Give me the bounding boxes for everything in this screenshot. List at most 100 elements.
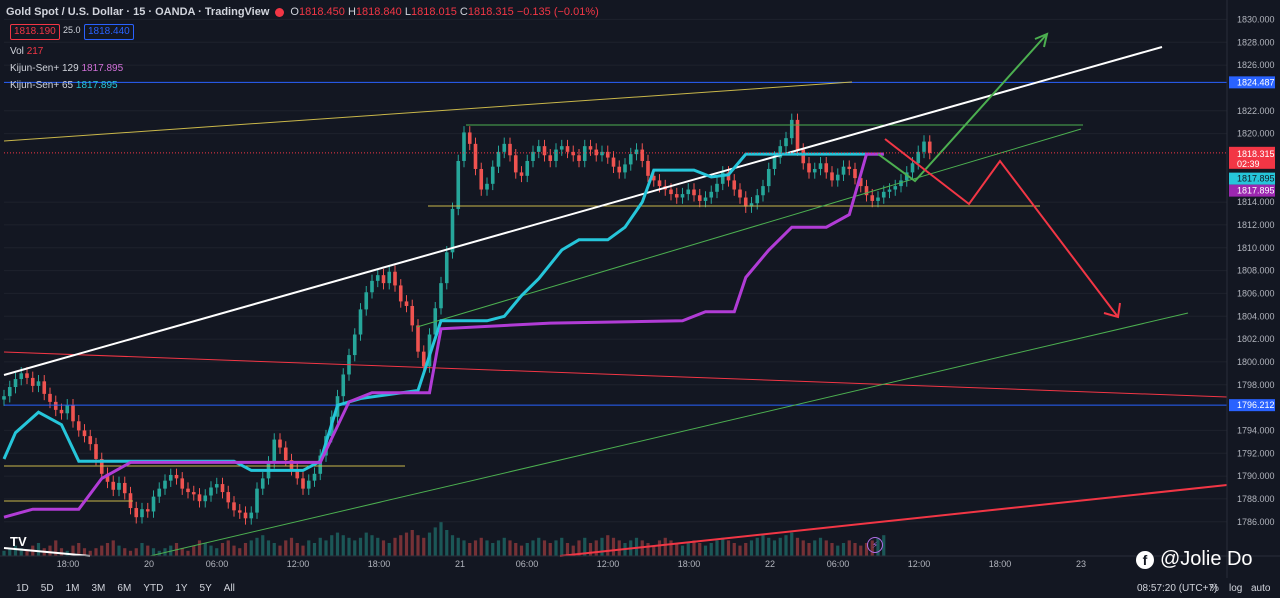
volume-bar <box>140 543 144 556</box>
chart-header: Gold Spot / U.S. Dollar · 15 · OANDA · T… <box>6 6 599 18</box>
range-button-5y[interactable]: 5Y <box>199 583 212 594</box>
range-button-all[interactable]: All <box>223 583 235 594</box>
white-base-line <box>3 547 91 557</box>
red-arrowhead <box>1103 302 1121 319</box>
time-tick-label: 12:00 <box>287 559 310 569</box>
price-axis: 1830.000 1828.000 1826.000 1822.000 1820.000… <box>1226 0 1275 578</box>
candle <box>145 509 150 512</box>
volume-bar <box>864 543 869 556</box>
candle <box>71 405 75 422</box>
volume-bar <box>468 543 472 556</box>
green-arrowhead <box>1034 32 1049 48</box>
kijun-fast-label: 1817.895 <box>1237 174 1275 184</box>
volume-bar <box>151 548 156 556</box>
candle <box>295 469 300 479</box>
candle <box>646 160 650 176</box>
price-tick-label: 1822.000 <box>1237 106 1275 116</box>
range-button-6m[interactable]: 6M <box>117 583 132 594</box>
candle <box>692 189 696 196</box>
volume-bar <box>738 545 742 556</box>
volume-bar <box>519 545 524 556</box>
candle <box>306 480 311 489</box>
percent-toggle[interactable]: % <box>1210 583 1219 594</box>
volume-bar <box>312 543 317 556</box>
candle <box>94 444 98 459</box>
range-button-5d[interactable]: 5D <box>40 583 54 594</box>
candle <box>456 160 461 209</box>
candle <box>278 439 282 448</box>
candle <box>105 473 110 482</box>
tradingview-logo-icon: TV <box>10 534 27 549</box>
candle <box>398 285 403 302</box>
volume-bar <box>416 535 420 556</box>
volume-bar <box>853 543 857 556</box>
volume-bar <box>749 540 754 556</box>
candle <box>784 138 788 147</box>
volume-bar <box>19 548 23 556</box>
volume-bar <box>680 545 685 556</box>
volume-bar <box>594 540 598 556</box>
red-declining-line <box>3 351 1228 398</box>
kijun-fast-label-bg <box>1229 172 1275 185</box>
facebook-icon: f <box>1136 550 1154 569</box>
volume-bar <box>203 543 207 556</box>
time-tick-label: 21 <box>455 559 465 569</box>
volume-bar <box>882 535 886 556</box>
candle <box>168 474 173 481</box>
candle <box>651 175 656 181</box>
volume-bar <box>48 545 52 556</box>
candle <box>30 377 35 386</box>
candle <box>870 195 875 201</box>
candle <box>260 478 265 489</box>
range-button-1m[interactable]: 1M <box>65 583 80 594</box>
green-lower-channel <box>149 312 1189 557</box>
red-rising-line <box>559 484 1228 557</box>
candle <box>853 168 857 179</box>
range-button-1d[interactable]: 1D <box>16 583 29 594</box>
volume-bar <box>295 543 299 556</box>
symbol-title[interactable]: Gold Spot / U.S. Dollar · 15 · OANDA · T… <box>6 6 270 18</box>
author-watermark: f @Jolie Do <box>1136 548 1253 571</box>
log-toggle[interactable]: log <box>1229 583 1243 594</box>
lightning-icon[interactable]: ⚡ <box>867 537 883 553</box>
volume-bar <box>226 540 230 556</box>
drawings <box>2 32 1228 557</box>
candle <box>485 183 489 190</box>
volume-legend[interactable]: Vol 217 <box>10 46 44 57</box>
volume-bar <box>491 543 495 556</box>
candle <box>922 141 926 152</box>
candle <box>421 351 426 367</box>
volume-bar <box>307 540 311 556</box>
range-button-1y[interactable]: 1Y <box>175 583 188 594</box>
buy-button[interactable]: 1818.440 <box>84 24 134 40</box>
candle <box>352 334 357 356</box>
price-tick-label: 1790.000 <box>1237 471 1275 481</box>
kijun-fast-legend[interactable]: Kijun-Sen+ 65 1817.895 <box>10 80 118 91</box>
candle <box>812 168 817 173</box>
volume-bar <box>462 540 466 556</box>
candle <box>381 275 386 284</box>
clock: 08:57:20 (UTC+7) <box>1137 583 1218 594</box>
last-price-label-bg <box>1229 146 1275 169</box>
yellow-trendline <box>3 81 853 142</box>
auto-toggle[interactable]: auto <box>1251 583 1271 594</box>
candle <box>48 393 52 402</box>
sell-button[interactable]: 1818.190 <box>10 24 60 40</box>
candle <box>600 151 604 156</box>
range-button-3m[interactable]: 3M <box>91 583 106 594</box>
candle <box>341 374 346 397</box>
volume-bar <box>473 540 478 556</box>
volume-bar <box>88 550 92 556</box>
volume-bar <box>847 540 851 556</box>
time-tick-label: 06:00 <box>827 559 850 569</box>
volume-bar <box>433 527 437 556</box>
volume-bar <box>692 540 696 556</box>
volume-bar <box>784 535 788 556</box>
lower-line-label-bg <box>1229 399 1275 412</box>
candle <box>88 436 93 445</box>
kijun-slow-legend[interactable]: Kijun-Sen+ 129 1817.895 <box>10 63 124 74</box>
volume-bar <box>393 537 397 556</box>
volume-bar <box>508 540 512 556</box>
range-button-ytd[interactable]: YTD <box>143 583 164 594</box>
